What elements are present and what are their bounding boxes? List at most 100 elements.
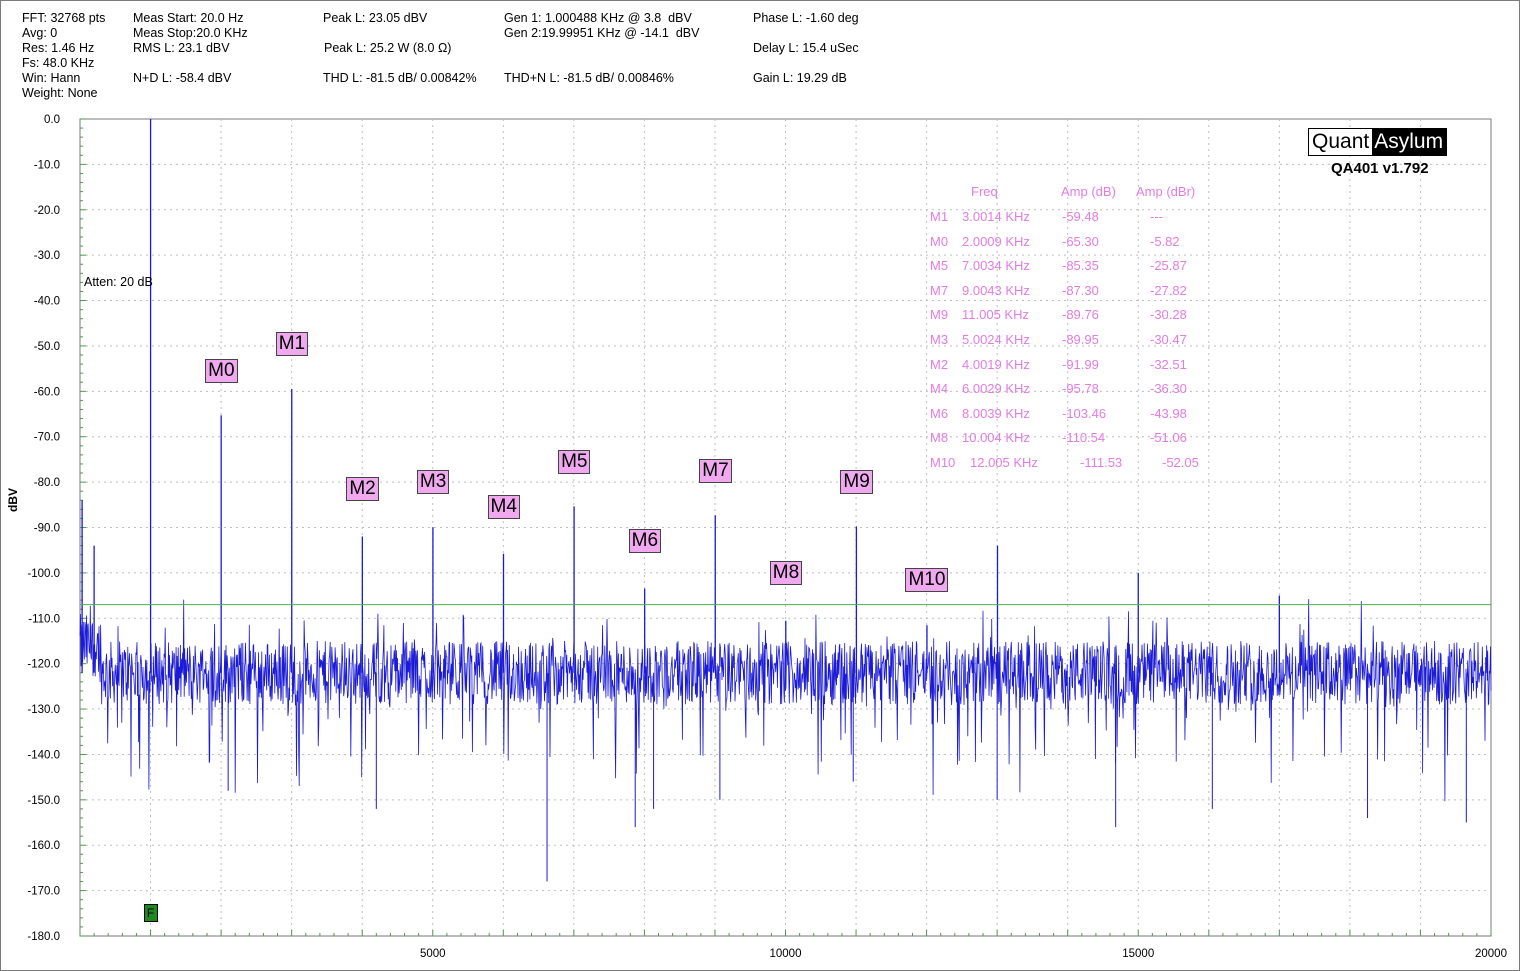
marker-table-cell: 2.0009 KHz	[962, 233, 1030, 249]
marker-table-header: Freq	[971, 184, 998, 199]
y-tick-label: -30.0	[34, 250, 60, 262]
marker-table-cell: 12.005 KHz	[970, 455, 1038, 470]
logo-quant: Quant	[1309, 129, 1373, 155]
x-tick-label: 15000	[1122, 948, 1154, 960]
y-tick-label: -150.0	[27, 795, 60, 807]
y-tick-label: -10.0	[34, 159, 60, 171]
marker-table-cell: M7	[930, 282, 949, 298]
readout-phase: Phase L: -1.60 deg	[753, 11, 859, 25]
marker-table-header: Amp (dBr)	[1136, 184, 1196, 199]
readout-peak-w: Peak L: 25.2 W (8.0 Ω)	[324, 41, 452, 55]
marker-table-cell: -110.54	[1062, 430, 1106, 446]
y-tick-label: -160.0	[27, 840, 60, 852]
marker-m8[interactable]: M8	[769, 560, 803, 585]
y-axis-label: dBV	[6, 488, 20, 512]
x-tick-label: 20000	[1475, 948, 1507, 960]
readout-gen2: Gen 2:19.99951 KHz @ -14.1 dBV	[504, 26, 700, 40]
marker-m0[interactable]: M0	[205, 358, 238, 383]
y-tick-label: -50.0	[34, 341, 60, 353]
marker-m9[interactable]: M9	[840, 470, 873, 495]
marker-table-cell: -52.05	[1162, 455, 1199, 470]
x-tick-label: 5000	[420, 948, 446, 960]
atten-label: Atten: 20 dB	[84, 275, 153, 289]
marker-table-cell: -85.35	[1062, 258, 1099, 274]
readout-avg: Avg: 0	[22, 26, 58, 40]
marker-table-header: Amp (dB)	[1061, 184, 1116, 199]
marker-m3[interactable]: M3	[416, 470, 450, 495]
marker-table-cell: ---	[1150, 209, 1163, 224]
marker-table-cell: -111.53	[1080, 455, 1123, 470]
marker-m10[interactable]: M10	[905, 567, 949, 592]
quantasylum-logo: Quant Asylum	[1308, 128, 1448, 156]
y-tick-label: 0.0	[44, 114, 60, 126]
x-tick-label: 10000	[770, 948, 802, 960]
version-label: QA401 v1.792	[1331, 160, 1429, 177]
marker-table-cell: -27.82	[1150, 282, 1187, 298]
marker-table-cell: -36.30	[1150, 381, 1187, 397]
y-tick-label: -80.0	[34, 477, 60, 489]
readout-gain: Gain L: 19.29 dB	[753, 71, 847, 85]
y-tick-label: -110.0	[28, 613, 60, 625]
readout-res: Res: 1.46 Hz	[22, 41, 95, 55]
readout-nd: N+D L: -58.4 dBV	[133, 71, 232, 85]
readout-peak-l: Peak L: 23.05 dBV	[323, 11, 428, 25]
marker-table-cell: M6	[930, 405, 949, 421]
marker-table-cell: M9	[930, 307, 949, 323]
marker-m4[interactable]: M4	[487, 495, 520, 520]
marker-m1[interactable]: M1	[275, 331, 309, 356]
y-tick-label: -170.0	[27, 886, 60, 898]
y-tick-label: -130.0	[27, 704, 60, 716]
marker-table-cell: -89.95	[1062, 332, 1099, 347]
marker-table-cell: 9.0043 KHz	[962, 282, 1030, 298]
y-tick-label: -140.0	[27, 749, 60, 761]
spectrum-trace	[79, 599, 1492, 802]
marker-table-cell: 10.004 KHz	[962, 430, 1030, 446]
marker-table-cell: -30.28	[1150, 307, 1187, 323]
y-tick-label: -90.0	[34, 523, 60, 535]
marker-m2[interactable]: M2	[346, 476, 379, 501]
marker-table-cell: -103.46	[1062, 405, 1107, 421]
marker-table-cell: -32.51	[1150, 356, 1187, 372]
marker-table-cell: M2	[930, 356, 949, 372]
y-tick-label: -60.0	[34, 386, 60, 398]
marker-table-cell: M3	[930, 332, 949, 347]
marker-table-cell: -30.47	[1150, 332, 1187, 347]
marker-table-cell: M4	[930, 381, 949, 397]
marker-table-cell: M0	[930, 233, 949, 249]
marker-table-cell: 5.0024 KHz	[962, 332, 1030, 347]
y-tick-label: -180.0	[27, 931, 60, 943]
marker-table-cell: -89.76	[1062, 307, 1099, 323]
readout-gen1: Gen 1: 1.000488 KHz @ 3.8 dBV	[504, 11, 692, 25]
marker-m6[interactable]: M6	[628, 529, 662, 554]
marker-m7[interactable]: M7	[699, 458, 732, 483]
marker-table-cell: -25.87	[1150, 258, 1187, 274]
readout-rms: RMS L: 23.1 dBV	[133, 41, 230, 55]
marker-table-cell: 8.0039 KHz	[962, 405, 1030, 421]
y-tick-label: -120.0	[27, 659, 60, 671]
marker-table-cell: -87.30	[1062, 282, 1099, 298]
marker-table-cell: -5.82	[1150, 233, 1180, 249]
marker-table-cell: M1	[930, 209, 949, 224]
readout-fft: FFT: 32768 pts	[22, 11, 106, 25]
marker-table-cell: 4.0019 KHz	[962, 356, 1030, 372]
readout-thd: THD L: -81.5 dB/ 0.00842%	[323, 71, 477, 85]
fundamental-flag[interactable]: F	[143, 904, 158, 922]
y-tick-label: -40.0	[34, 296, 60, 308]
logo-asylum: Asylum	[1372, 129, 1447, 155]
marker-table-cell: M10	[930, 455, 956, 470]
readout-thdn: THD+N L: -81.5 dB/ 0.00846%	[504, 71, 674, 85]
marker-m5[interactable]: M5	[558, 449, 591, 474]
marker-table-cell: 3.0014 KHz	[962, 209, 1030, 224]
y-tick-label: -20.0	[34, 205, 60, 217]
y-tick-label: -100.0	[27, 568, 60, 580]
readout-delay: Delay L: 15.4 uSec	[753, 41, 859, 55]
readout-meas-stop: Meas Stop:20.0 KHz	[133, 26, 248, 40]
marker-table-cell: 11.005 KHz	[962, 307, 1029, 323]
readout-weight: Weight: None	[22, 86, 98, 100]
marker-table-cell: 6.0029 KHz	[962, 381, 1030, 397]
y-tick-label: -70.0	[34, 432, 60, 444]
readout-meas-start: Meas Start: 20.0 Hz	[133, 11, 244, 25]
marker-table-cell: -51.06	[1150, 430, 1187, 446]
marker-table-cell: -65.30	[1062, 233, 1099, 249]
